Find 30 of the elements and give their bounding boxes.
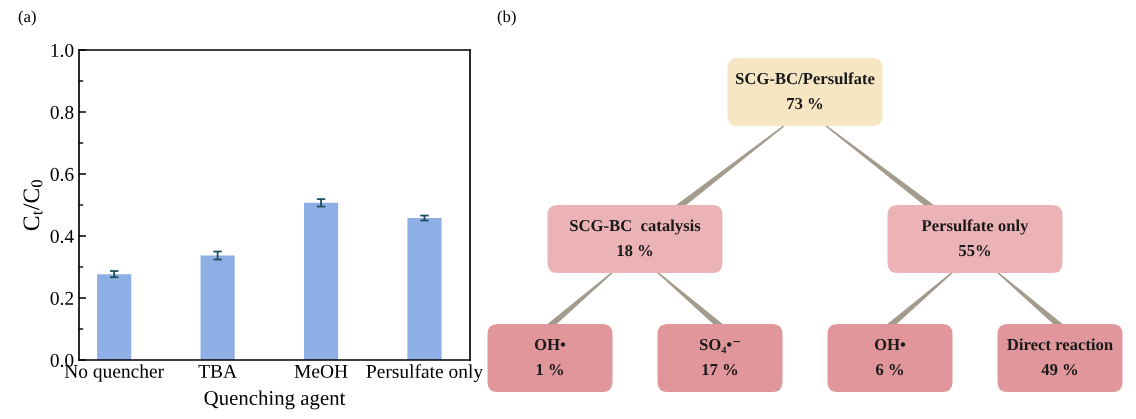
x-tick-label: TBA <box>198 364 237 378</box>
data-label: 18 % <box>617 244 653 257</box>
y-tick-label: 0.4 <box>50 229 74 244</box>
category-label: SO₄•⁻ <box>699 338 740 354</box>
bar <box>200 255 235 360</box>
x-tick-label: MeOH <box>294 364 348 378</box>
category-label: SCG-BC/Persulfate <box>735 72 875 85</box>
category-label: Direct reaction <box>1007 338 1113 351</box>
y-axis-title: C$_{t}$/C$_{0}$ <box>23 180 43 231</box>
data-label: 55% <box>959 244 991 257</box>
category-label: Persulfate only <box>921 219 1029 235</box>
category-label: OH• <box>534 338 566 351</box>
x-tick-label: Persulfate only <box>366 364 483 383</box>
bar <box>407 218 442 360</box>
data-label: 6 % <box>875 363 904 376</box>
y-tick-label: 0.2 <box>50 291 74 306</box>
data-label: 73 % <box>787 97 823 110</box>
x-axis-title: Quenching agent <box>204 390 346 410</box>
y-tick-label: 0.8 <box>50 105 74 120</box>
y-tick-label: 0.6 <box>50 167 74 182</box>
bar <box>303 202 339 360</box>
text: (b) <box>497 10 516 26</box>
data-label: 49 % <box>1041 363 1078 376</box>
category-label: OH• <box>874 338 906 351</box>
category-label: SCG-BC catalysis <box>570 219 701 235</box>
chart-title: (a) <box>18 10 36 26</box>
bar <box>97 274 132 360</box>
data-label: 17 % <box>702 363 738 376</box>
y-tick-label: 1.0 <box>51 43 74 58</box>
data-label: 1 % <box>536 363 564 376</box>
